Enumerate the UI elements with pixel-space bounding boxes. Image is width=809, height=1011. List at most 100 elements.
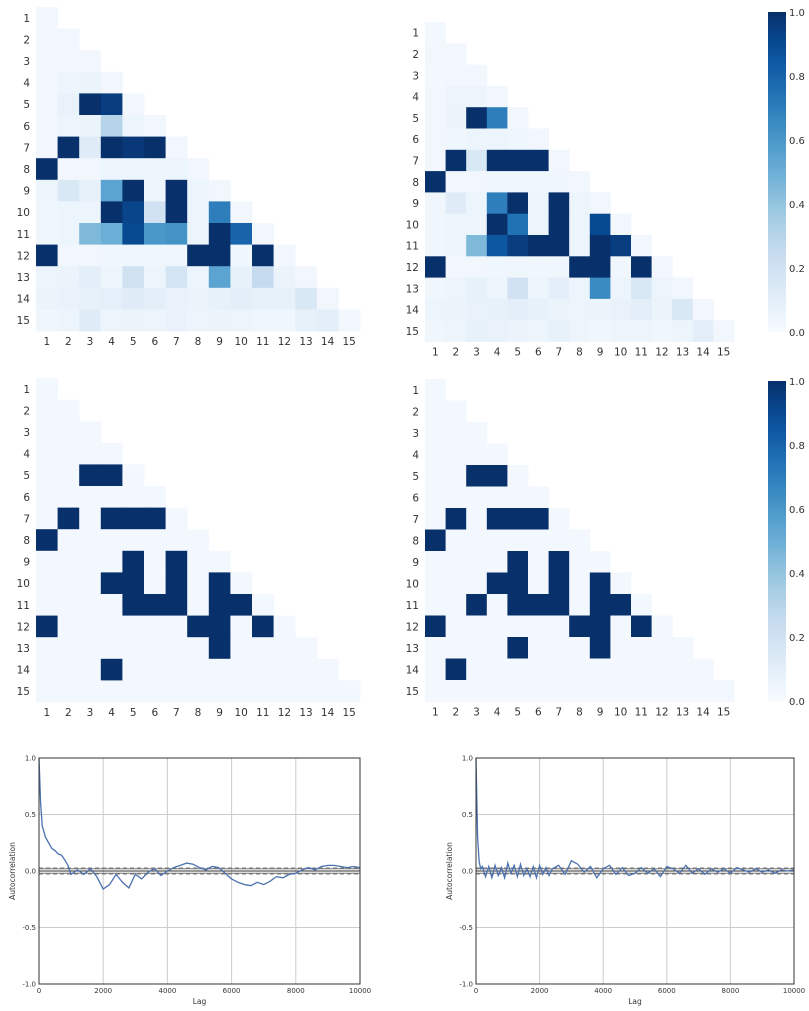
- heatmap-cell: [36, 507, 58, 530]
- heatmap-cell: [445, 64, 467, 87]
- heatmap-cell: [425, 149, 446, 172]
- heatmap-cell: [79, 50, 102, 73]
- heatmap-cell: [466, 486, 488, 509]
- heatmap-cell: [122, 658, 145, 681]
- heatmap-cell: [252, 287, 274, 310]
- heatmap-cell: [165, 637, 188, 660]
- heatmap-cell: [165, 179, 188, 202]
- heatmap-cell: [445, 171, 467, 193]
- heatmap-cell: [466, 508, 488, 530]
- y-tick-label: -1.0: [22, 981, 36, 989]
- heatmap-cell: [528, 680, 549, 702]
- heatmap-cell: [36, 179, 58, 202]
- heatmap-cell: [57, 658, 80, 681]
- col-tick-label: 1: [432, 707, 439, 719]
- heatmap-cell: [610, 680, 632, 702]
- heatmap-cell: [445, 128, 467, 151]
- heatmap-cell: [144, 266, 166, 289]
- heatmap-cell: [187, 529, 210, 552]
- heatmap-cell: [100, 115, 123, 137]
- heatmap-cell: [569, 192, 591, 215]
- heatmap-cell: [486, 149, 508, 172]
- heatmap-cell: [610, 213, 632, 236]
- heatmap-cell: [445, 320, 467, 342]
- heatmap-cell: [57, 529, 80, 552]
- row-tick-label: 5: [412, 113, 419, 125]
- heatmap-cell: [36, 223, 58, 245]
- heatmap-cell: [252, 244, 274, 267]
- heatmap-cell: [36, 28, 58, 51]
- heatmap-cell: [187, 550, 210, 573]
- heatmap-cell: [165, 136, 188, 159]
- heatmap-cell: [548, 235, 570, 257]
- heatmap-cell: [144, 223, 166, 245]
- row-tick-label: 3: [412, 70, 419, 82]
- heatmap-cell: [57, 572, 80, 595]
- heatmap-cell: [610, 320, 632, 342]
- heatmap-cell: [316, 680, 339, 703]
- heatmap-cell: [466, 298, 488, 321]
- heatmap-cell: [57, 421, 80, 444]
- row-tick-label: 6: [412, 134, 419, 146]
- col-tick-label: 10: [235, 336, 248, 348]
- colorbar: 0.0 0.2 0.4 0.6 0.8 1.0: [768, 377, 805, 708]
- heatmap-cell: [486, 320, 508, 342]
- heatmap-cell: [425, 443, 446, 466]
- col-tick-label: 13: [676, 707, 689, 719]
- row-tick-label: 6: [412, 492, 419, 504]
- heatmap-cell: [36, 680, 58, 703]
- heatmap-cell: [165, 223, 188, 245]
- heatmap-cell: [651, 637, 673, 659]
- row-tick-label: 4: [412, 92, 419, 104]
- heatmap-cell: [425, 379, 446, 401]
- heatmap-cell: [445, 213, 467, 236]
- heatmap-cell: [631, 298, 652, 321]
- row-tick-label: 8: [23, 164, 30, 176]
- heatmap-cell: [208, 550, 231, 573]
- col-tick-label: 1: [432, 347, 439, 359]
- col-tick-label: 8: [576, 707, 583, 719]
- heatmap-cell: [548, 213, 570, 236]
- heatmap-cell: [273, 615, 296, 638]
- heatmap-cell: [316, 658, 339, 681]
- heatmap-cell: [486, 658, 508, 681]
- heatmap-cell: [651, 298, 673, 321]
- heatmap-cell: [36, 572, 58, 595]
- heatmap-cell: [208, 179, 231, 202]
- heatmap-cell: [651, 256, 673, 278]
- heatmap-cell: [486, 213, 508, 236]
- heatmap-cell: [672, 298, 694, 321]
- row-tick-label: 10: [17, 578, 30, 590]
- heatmap-cell: [631, 320, 652, 342]
- row-tick-label: 13: [17, 272, 30, 284]
- heatmap-cell: [425, 64, 446, 87]
- x-tick-label: 8000: [287, 987, 305, 995]
- heatmap-cell: [273, 637, 296, 660]
- heatmap-cell: [610, 277, 632, 300]
- heatmap-cell: [548, 320, 570, 342]
- heatmap-cell: [589, 320, 611, 342]
- heatmap-cell: [651, 680, 673, 702]
- heatmap-cell: [631, 637, 652, 659]
- heatmap-cell: [316, 287, 339, 310]
- heatmap-cell: [425, 192, 446, 215]
- row-tick-label: 9: [412, 198, 419, 210]
- heatmap-cell: [507, 551, 529, 573]
- heatmap-cell: [507, 508, 529, 530]
- heatmap-cell: [425, 594, 446, 616]
- heatmap-cell: [631, 594, 652, 616]
- row-tick-label: 14: [406, 305, 420, 317]
- heatmap-cell: [122, 486, 145, 508]
- heatmap-cell: [445, 443, 467, 466]
- col-tick-label: 14: [321, 707, 335, 719]
- heatmap-cell: [144, 158, 166, 181]
- heatmap-cell: [187, 223, 210, 245]
- heatmap-cell: [79, 637, 102, 660]
- heatmap-cell: [528, 594, 549, 616]
- col-tick-label: 14: [696, 707, 710, 719]
- colorbar-tick-label: 0.4: [789, 200, 805, 211]
- heatmap-cell: [466, 465, 488, 487]
- heatmap-cell: [425, 171, 446, 193]
- heatmap-cell: [507, 192, 529, 215]
- heatmap-cell: [548, 277, 570, 300]
